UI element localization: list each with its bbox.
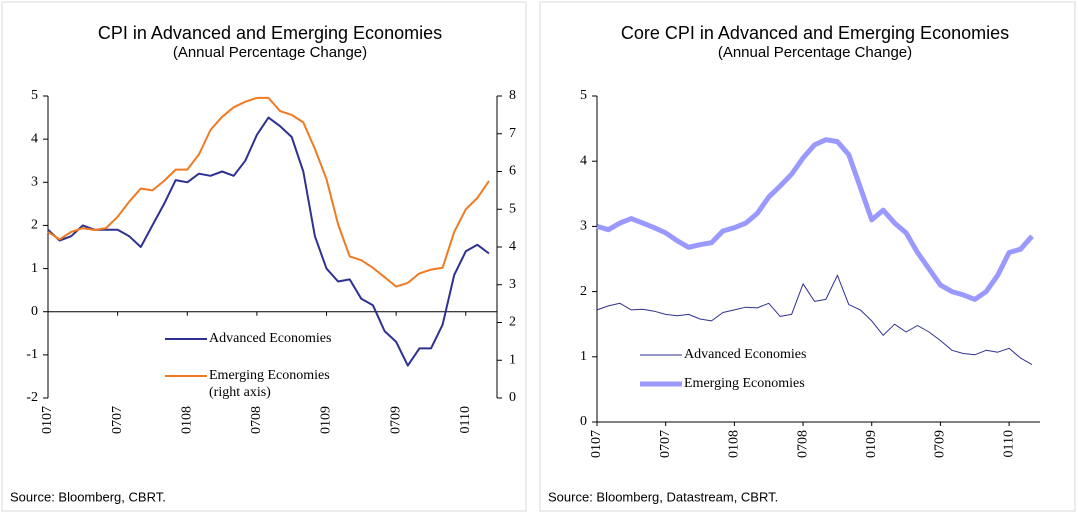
series-line <box>47 116 490 367</box>
y-tick-label: 4 <box>31 131 38 146</box>
source-note: Source: Bloomberg, Datastream, CBRT. <box>548 489 778 504</box>
x-tick-label: 0108 <box>179 406 194 434</box>
y-tick-label: 0 <box>580 414 587 429</box>
panel-frame <box>539 1 1076 512</box>
y2-tick-label: 3 <box>509 277 516 292</box>
series-line <box>596 137 1034 302</box>
y2-tick-label: 0 <box>509 390 516 405</box>
y-tick-label: 3 <box>31 175 38 190</box>
y2-tick-label: 1 <box>509 352 516 367</box>
chart-subtitle: (Annual Percentage Change) <box>718 44 912 61</box>
chart-subtitle: (Annual Percentage Change) <box>173 44 367 61</box>
x-tick-label: 0709 <box>388 406 403 434</box>
x-tick-label: 0107 <box>589 430 604 458</box>
y-tick-label: 3 <box>580 219 587 234</box>
x-tick-label: 0110 <box>1001 430 1016 457</box>
y-tick-label: 2 <box>580 284 587 299</box>
x-tick-label: 0107 <box>40 406 55 434</box>
source-note: Source: Bloomberg, CBRT. <box>10 489 166 504</box>
chart-title: CPI in Advanced and Emerging Economies <box>98 23 442 43</box>
x-tick-label: 0108 <box>727 430 742 458</box>
y2-tick-label: 6 <box>509 164 516 179</box>
series-line <box>47 96 490 288</box>
y-tick-label: 0 <box>31 304 38 319</box>
x-tick-label: 0708 <box>795 430 810 458</box>
legend-label: Advanced Economies <box>684 347 807 362</box>
series-line <box>596 274 1033 366</box>
x-tick-label: 0708 <box>249 406 264 434</box>
y2-tick-label: 8 <box>509 88 516 103</box>
y-tick-label: 5 <box>580 88 587 103</box>
x-tick-label: 0109 <box>864 430 879 458</box>
y-tick-label: 1 <box>580 349 587 364</box>
legend-label: Emerging Economies (right axis) <box>209 368 330 400</box>
y-tick-label: 5 <box>31 88 38 103</box>
y-tick-label: -2 <box>26 390 38 405</box>
x-tick-label: 0707 <box>110 406 125 434</box>
legend-label: Emerging Economies <box>684 376 805 391</box>
x-tick-label: 0707 <box>658 430 673 458</box>
x-tick-label: 0709 <box>933 430 948 458</box>
y2-tick-label: 7 <box>509 126 516 141</box>
x-tick-label: 0109 <box>319 406 334 434</box>
y2-tick-label: 2 <box>509 315 516 330</box>
legend-label: Advanced Economies <box>209 331 332 346</box>
y2-tick-label: 4 <box>509 239 516 254</box>
chart-title: Core CPI in Advanced and Emerging Econom… <box>621 23 1009 43</box>
x-tick-label: 0110 <box>458 406 473 433</box>
y-tick-label: 2 <box>31 218 38 233</box>
y-tick-label: -1 <box>26 347 38 362</box>
panel-frame <box>1 1 527 512</box>
y-tick-label: 1 <box>31 261 38 276</box>
y2-tick-label: 5 <box>509 201 516 216</box>
y-tick-label: 4 <box>580 153 587 168</box>
